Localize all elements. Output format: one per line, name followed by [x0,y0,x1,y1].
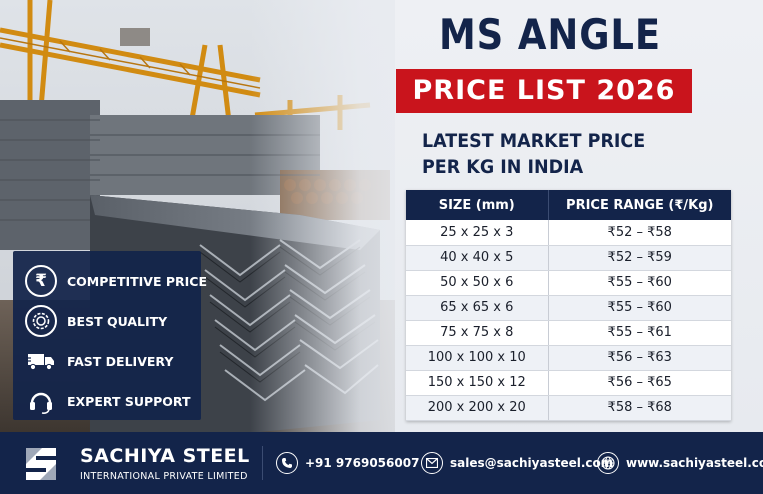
table-row: 75 x 75 x 8 ₹55 – ₹61 [406,320,731,346]
features-box: ₹ COMPETITIVE PRICE BEST QUALITY FAST DE… [13,251,207,421]
price-cell: ₹56 – ₹63 [548,345,731,371]
size-cell: 25 x 25 x 3 [406,220,549,246]
price-cell: ₹55 – ₹60 [548,270,731,296]
phone-number[interactable]: +91 9769056007 [305,456,420,470]
table-row: 200 x 200 x 20 ₹58 – ₹68 [406,395,731,421]
table-row: 100 x 100 x 10 ₹56 – ₹63 [406,345,731,371]
feature-label: EXPERT SUPPORT [67,393,191,409]
price-list-banner: PRICE LIST 2026 [396,69,692,113]
price-cell: ₹55 – ₹60 [548,295,731,321]
email-icon [421,452,443,474]
size-cell: 150 x 150 x 12 [406,370,549,396]
price-table: SIZE (mm) PRICE RANGE (₹/Kg) 25 x 25 x 3… [406,190,731,421]
website-contact[interactable]: www.sachiyasteel.com [597,432,763,494]
size-column-header: SIZE (mm) [406,190,549,220]
feature-item: FAST DELIVERY [25,341,201,381]
table-row: 50 x 50 x 6 ₹55 – ₹60 [406,270,731,296]
size-cell: 40 x 40 x 5 [406,245,549,271]
footer-bar: SACHIYA STEEL INTERNATIONAL PRIVATE LIMI… [0,432,763,494]
feature-item: ₹ COMPETITIVE PRICE [25,261,207,301]
feature-item: EXPERT SUPPORT [25,381,201,421]
price-column-header: PRICE RANGE (₹/Kg) [548,190,731,220]
globe-icon [597,452,619,474]
phone-contact[interactable]: +91 9769056007 [276,432,419,494]
table-header-row: SIZE (mm) PRICE RANGE (₹/Kg) [406,190,731,220]
page-title: MS ANGLE [439,10,661,59]
size-cell: 50 x 50 x 6 [406,270,549,296]
table-row: 65 x 65 x 6 ₹55 – ₹60 [406,295,731,321]
size-cell: 65 x 65 x 6 [406,295,549,321]
sachiya-steel-logo-icon [22,444,60,484]
rupee-icon: ₹ [25,265,57,297]
price-cell: ₹55 – ₹61 [548,320,731,346]
footer-divider [262,446,263,480]
table-row: 40 x 40 x 5 ₹52 – ₹59 [406,245,731,271]
size-cell: 75 x 75 x 8 [406,320,549,346]
quality-badge-icon [25,305,57,337]
table-row: 25 x 25 x 3 ₹52 – ₹58 [406,220,731,246]
subtitle-line-2: PER KG IN INDIA [422,156,584,178]
company-name: SACHIYA STEEL [80,445,250,467]
size-cell: 200 x 200 x 20 [406,395,549,421]
email-address[interactable]: sales@sachiyasteel.com [450,456,614,470]
company-subtitle: INTERNATIONAL PRIVATE LIMITED [80,471,248,482]
size-cell: 100 x 100 x 10 [406,345,549,371]
feature-label: FAST DELIVERY [67,353,174,369]
table-row: 150 x 150 x 12 ₹56 – ₹65 [406,370,731,396]
price-cell: ₹52 – ₹58 [548,220,731,246]
phone-icon [276,452,298,474]
delivery-truck-icon [25,345,57,377]
feature-label: BEST QUALITY [67,313,168,329]
feature-item: BEST QUALITY [25,301,201,341]
headset-icon [25,385,57,417]
subtitle: LATEST MARKET PRICE PER KG IN INDIA [422,128,722,180]
price-cell: ₹52 – ₹59 [548,245,731,271]
price-cell: ₹56 – ₹65 [548,370,731,396]
website-url[interactable]: www.sachiyasteel.com [626,456,763,470]
price-cell: ₹58 – ₹68 [548,395,731,421]
subtitle-line-1: LATEST MARKET PRICE [422,130,646,152]
email-contact[interactable]: sales@sachiyasteel.com [421,432,613,494]
feature-label: COMPETITIVE PRICE [67,273,208,289]
